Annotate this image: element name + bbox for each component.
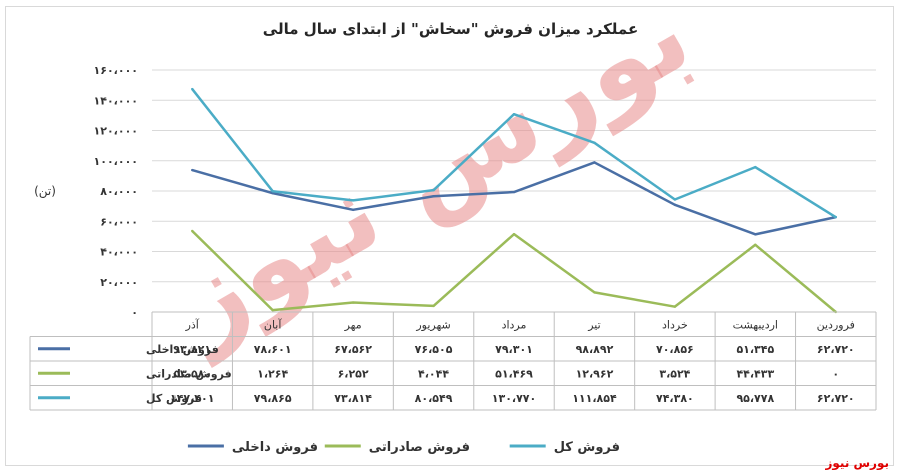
watermark-text: بورس نیوز xyxy=(149,0,711,369)
category-label: آذر xyxy=(185,317,200,331)
data-point xyxy=(351,208,355,212)
category-label: آبان xyxy=(264,317,282,331)
table-cell-value: ۹۳،۸۲۱ xyxy=(173,343,211,356)
data-point xyxy=(593,141,596,145)
table-cell-value: ۷۸،۶۰۱ xyxy=(254,343,292,356)
category-label: مهر xyxy=(344,318,362,331)
y-tick-label: ۶۰،۰۰۰ xyxy=(100,215,138,228)
legend-label: فروش داخلی xyxy=(232,440,318,455)
data-point xyxy=(512,232,516,236)
category-label: تیر xyxy=(587,318,600,331)
table-cell-value: ۸۰،۵۴۹ xyxy=(415,392,453,405)
data-point xyxy=(754,243,757,246)
data-point xyxy=(432,304,435,308)
source-credit: بورس نیوز xyxy=(825,456,889,470)
table-cell-value: ۱۱۱،۸۵۴ xyxy=(572,392,617,405)
table-cell-value: ۵۱،۳۴۵ xyxy=(736,343,774,356)
y-axis: ۰ ۲۰،۰۰۰ ۴۰،۰۰۰ ۶۰،۰۰۰ ۸۰،۰۰۰ ۱۰۰،۰۰۰ ۱۲۰،۰۰۰ ۱… xyxy=(94,64,138,319)
data-point xyxy=(351,301,355,304)
watermark: بورس نیوز xyxy=(149,0,711,369)
table-cell-value: ۶۷،۵۶۲ xyxy=(334,343,372,356)
table-cell-value: ۷۴،۳۸۰ xyxy=(656,392,694,405)
category-label: فروردین xyxy=(817,318,855,331)
table-cell-value: ۴،۰۴۴ xyxy=(418,367,449,380)
table-cell-value: ۱،۲۶۴ xyxy=(257,367,288,380)
data-point xyxy=(512,190,516,194)
table-cell-value: ۶،۲۵۲ xyxy=(338,367,369,380)
data-point xyxy=(351,199,355,202)
data-point xyxy=(191,87,194,91)
y-tick-label: ۱۶۰،۰۰۰ xyxy=(94,64,138,77)
table-series-name: فروش داخلی xyxy=(146,343,219,356)
category-label: خرداد xyxy=(662,318,688,331)
table-cell-value: ۹۸،۸۹۲ xyxy=(576,343,614,356)
data-point xyxy=(754,165,757,169)
data-point xyxy=(271,190,274,193)
table-cell-value: ۷۹،۸۶۵ xyxy=(254,392,292,405)
category-label: شهریور xyxy=(415,318,450,331)
table-series-name: فروش صادراتی xyxy=(146,367,232,380)
table-cell-value: ۷۹،۳۰۱ xyxy=(495,343,533,356)
y-tick-label: ۰ xyxy=(131,306,138,319)
data-point xyxy=(432,195,435,198)
table-cell-value: ۴۴،۴۳۳ xyxy=(736,367,774,380)
table-cell-value: ۵۱،۴۶۹ xyxy=(495,367,533,380)
legend-label: فروش صادراتی xyxy=(369,440,470,455)
data-point xyxy=(593,161,596,164)
chart-border xyxy=(5,6,894,466)
y-axis-label: (تن) xyxy=(34,184,56,199)
table-cell-value: ۱۲،۹۶۲ xyxy=(576,367,614,380)
data-point xyxy=(673,305,677,308)
category-label: اردیبهشت xyxy=(733,318,778,331)
data-point xyxy=(191,229,194,233)
data-point xyxy=(834,215,837,219)
data-point xyxy=(754,233,757,236)
data-point xyxy=(593,291,596,294)
table-cell-value: ۶۲،۷۲۰ xyxy=(817,392,855,405)
data-point xyxy=(512,113,516,116)
table-cell-value: ۶۲،۷۲۰ xyxy=(817,343,855,356)
category-label: مرداد xyxy=(502,318,527,331)
table-cell-value: ۱۳۰،۷۷۰ xyxy=(492,392,536,405)
table-cell-value: ۵۳،۵۸۰ xyxy=(173,367,211,380)
table-cell-value: ۱۴۷،۴۰۱ xyxy=(170,392,214,405)
data-point xyxy=(191,168,194,172)
table-cell-value: ۷۳،۸۱۴ xyxy=(334,392,372,405)
table-cell-value: ۷۰،۸۵۶ xyxy=(656,343,694,356)
data-point xyxy=(271,308,274,312)
legend: فروش کل فروش صادراتی فروش داخلی xyxy=(187,440,620,455)
series-lines xyxy=(191,87,837,314)
y-tick-label: ۸۰،۰۰۰ xyxy=(100,185,138,198)
y-tick-label: ۲۰،۰۰۰ xyxy=(100,276,138,289)
data-table: فروردین اردیبهشت خرداد تیر مرداد شهریور مهر آبا… xyxy=(29,311,877,411)
y-tick-label: ۴۰،۰۰۰ xyxy=(100,246,138,259)
y-tick-label: ۱۰۰،۰۰۰ xyxy=(94,155,138,168)
table-series-name: فروش کل xyxy=(146,392,202,405)
legend-label: فروش کل xyxy=(554,440,620,455)
table-cell-value: ۰ xyxy=(832,367,839,380)
data-point xyxy=(673,198,677,201)
y-tick-label: ۱۴۰،۰۰۰ xyxy=(94,94,138,107)
y-tick-label: ۱۲۰،۰۰۰ xyxy=(94,125,138,138)
table-cell-value: ۳،۵۲۴ xyxy=(659,367,690,380)
data-point xyxy=(432,188,435,192)
chart-title: عملکرد میزان فروش "سخاش" از ابتدای سال م… xyxy=(262,20,639,38)
data-point xyxy=(673,203,677,207)
table-cell-value: ۹۵،۷۷۸ xyxy=(736,392,774,405)
table-cell-value: ۷۶،۵۰۵ xyxy=(415,343,453,356)
